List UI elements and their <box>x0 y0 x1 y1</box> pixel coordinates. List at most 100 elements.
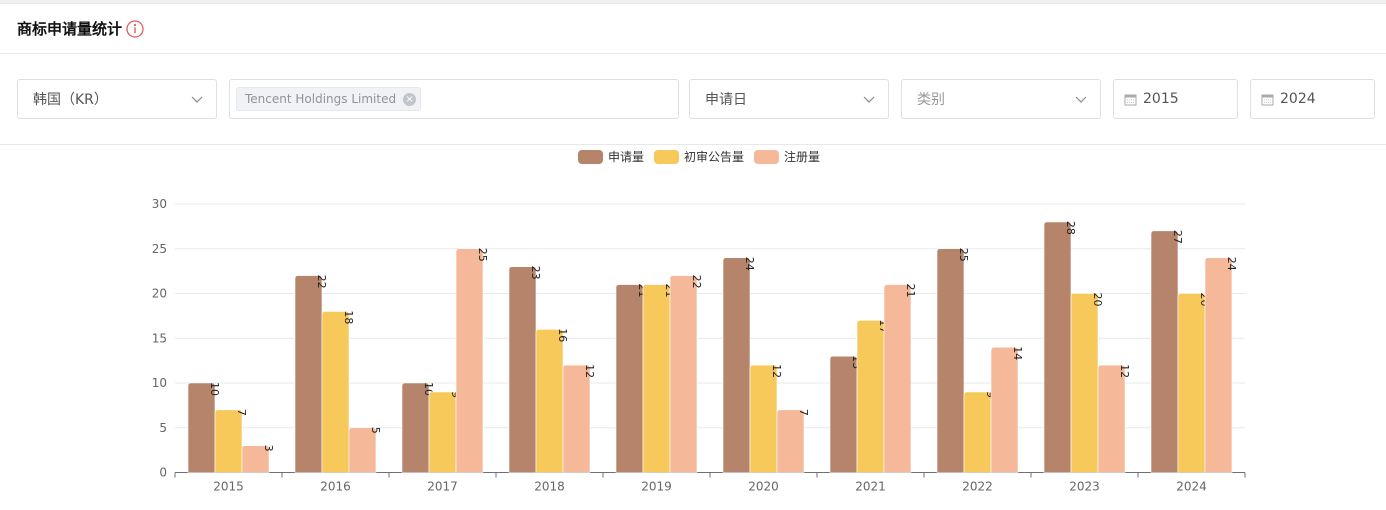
bar-value-label: 23 <box>529 266 542 280</box>
info-circle-icon[interactable] <box>126 19 144 38</box>
legend-label: 申请量 <box>608 150 645 164</box>
bar <box>455 248 484 473</box>
bar-value-label: 14 <box>1011 346 1024 360</box>
x-tick-label: 2023 <box>1069 480 1100 494</box>
close-icon[interactable]: × <box>403 92 417 106</box>
bar-value-label: 25 <box>476 248 489 262</box>
bar-value-label: 22 <box>690 275 703 289</box>
page-title: 商标申请量统计 <box>17 20 123 38</box>
bar <box>348 427 377 473</box>
bar-value-label: 16 <box>556 328 569 342</box>
bar <box>856 320 885 473</box>
bar <box>187 382 216 473</box>
start-year-value: 2015 <box>1143 91 1179 107</box>
x-tick-label: 2020 <box>748 480 779 494</box>
legend-swatch <box>754 149 780 164</box>
legend-item-registered[interactable]: 注册量 <box>754 148 820 165</box>
y-tick-label: 10 <box>152 376 167 390</box>
panel-header: 商标申请量统计 <box>0 4 1386 54</box>
bar <box>1177 293 1206 473</box>
bar <box>562 364 591 473</box>
top-border <box>0 0 1386 4</box>
bar-value-label: 27 <box>1171 230 1184 244</box>
applicant-tag: Tencent Holdings Limited × <box>236 87 422 111</box>
bar-value-label: 21 <box>904 284 917 298</box>
date-type-select[interactable]: 申请日 <box>689 79 889 119</box>
bar <box>722 257 751 473</box>
bar-value-label: 12 <box>770 364 783 378</box>
chevron-down-icon <box>1075 96 1087 103</box>
bar <box>1204 257 1233 473</box>
end-year-value: 2024 <box>1280 91 1316 107</box>
x-tick-label: 2022 <box>962 480 993 494</box>
calendar-icon <box>1261 94 1274 105</box>
chart-legend: 申请量 初审公告量 注册量 <box>578 148 830 165</box>
bar <box>241 445 270 473</box>
bar <box>749 364 778 473</box>
bar <box>214 409 243 473</box>
end-year-picker[interactable]: 2024 <box>1250 79 1375 119</box>
country-select[interactable]: 韩国（KR） <box>17 79 217 119</box>
bar <box>294 275 323 473</box>
legend-item-applications[interactable]: 申请量 <box>578 148 644 165</box>
category-placeholder: 类别 <box>917 92 945 108</box>
applicant-tag-label: Tencent Holdings Limited <box>245 92 397 106</box>
legend-swatch <box>578 149 603 164</box>
legend-label: 注册量 <box>784 150 821 164</box>
bar <box>1043 221 1072 473</box>
applicant-multiselect[interactable]: Tencent Holdings Limited × <box>229 79 679 119</box>
bar-value-label: 22 <box>315 275 328 289</box>
bar <box>669 275 698 473</box>
bar <box>321 311 350 473</box>
y-tick-label: 20 <box>152 287 167 301</box>
bar <box>615 284 644 473</box>
bar-value-label: 18 <box>342 310 355 324</box>
bar <box>936 248 965 473</box>
country-select-value: 韩国（KR） <box>33 92 108 108</box>
bar-value-label: 7 <box>235 409 248 416</box>
x-tick-label: 2021 <box>855 480 886 494</box>
bar-value-label: 24 <box>1225 257 1238 271</box>
bar-value-label: 9 <box>449 391 462 398</box>
x-tick-label: 2018 <box>534 480 565 494</box>
bar-value-label: 25 <box>957 248 970 262</box>
bar <box>1150 230 1179 473</box>
y-tick-label: 25 <box>152 242 167 256</box>
start-year-picker[interactable]: 2015 <box>1113 79 1238 119</box>
bar <box>883 284 912 473</box>
bar-value-label: 24 <box>743 257 756 271</box>
y-tick-label: 30 <box>152 197 167 211</box>
bar-value-label: 12 <box>583 364 596 378</box>
bar <box>776 409 805 473</box>
bar-value-label: 28 <box>1064 221 1077 235</box>
y-tick-label: 5 <box>159 421 167 435</box>
bar-value-label: 7 <box>797 409 810 416</box>
bar-value-label: 5 <box>369 427 382 434</box>
date-type-value: 申请日 <box>705 92 747 108</box>
filter-bar: 韩国（KR） Tencent Holdings Limited × 申请日 类别… <box>0 54 1386 145</box>
chevron-down-icon <box>863 96 875 103</box>
bar-value-label: 20 <box>1091 293 1104 307</box>
x-tick-label: 2019 <box>641 480 672 494</box>
calendar-icon <box>1124 94 1137 105</box>
legend-label: 初审公告量 <box>684 150 745 164</box>
bar-value-label: 10 <box>208 382 221 396</box>
y-tick-label: 15 <box>152 331 167 345</box>
bar <box>963 391 992 473</box>
bar-value-label: 9 <box>984 391 997 398</box>
chevron-down-icon <box>191 96 203 103</box>
bar <box>829 355 858 473</box>
legend-item-preliminary[interactable]: 初审公告量 <box>654 148 744 165</box>
x-tick-label: 2016 <box>320 480 351 494</box>
bar <box>508 266 537 473</box>
bar-value-label: 3 <box>262 445 275 452</box>
y-tick-label: 0 <box>159 466 167 480</box>
bar <box>642 284 671 473</box>
legend-swatch <box>654 149 680 164</box>
category-select[interactable]: 类别 <box>901 79 1101 119</box>
bar <box>1070 293 1099 473</box>
x-tick-label: 2015 <box>213 480 244 494</box>
bar <box>401 382 430 473</box>
bar <box>535 329 564 473</box>
